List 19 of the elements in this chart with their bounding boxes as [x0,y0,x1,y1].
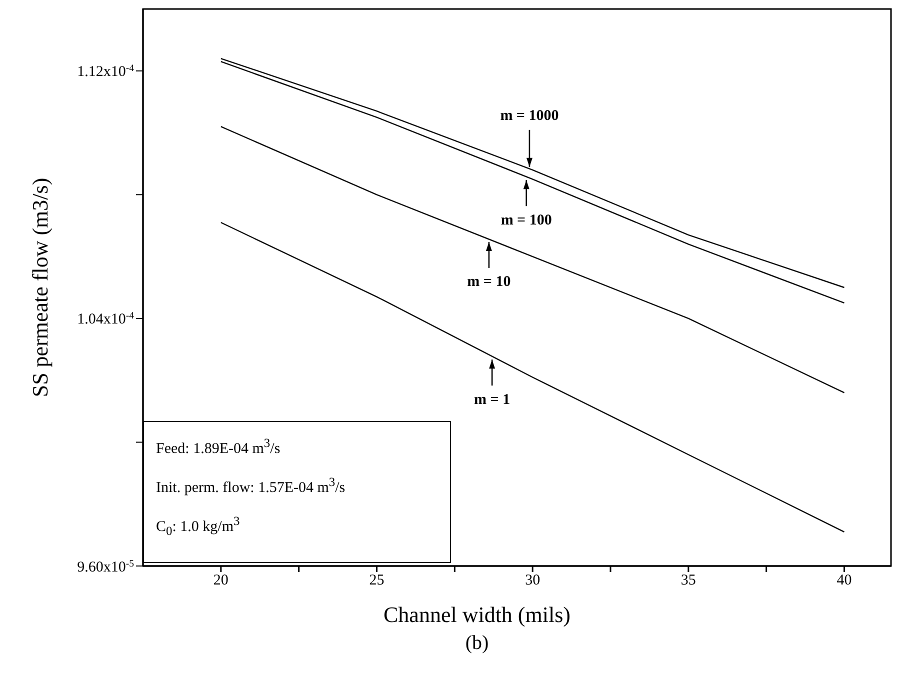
annotation: m = 10 [467,274,511,290]
annotation: Feed: 1.89E-04 m$^{3}$/s [156,436,282,458]
annotation: Init. perm. flow: 1.57E-04 m$^{3}$/s [156,475,346,497]
y-tick-label: 1.12x10$^{-4}$ [77,62,134,80]
x-tick-label: 40 [836,572,852,589]
annotation: m = 1000 [500,108,559,124]
note-box: Feed: 1.89E-04 m$^{3}$/s Init. perm. flow: 1.57E-04 m$^{3}$/s C$_{0}$: 1.0 kg/m$^{3}$ [143,421,451,563]
x-axis-title: Channel width (mils) [384,602,570,627]
x-tick-label: 35 [680,572,696,589]
annotation: C$_{0}$: 1.0 kg/m$^{3}$ [156,514,241,539]
text: (b) [465,632,489,654]
x-tick-label: 30 [525,572,540,589]
annotation: m = 100 [500,212,552,228]
annotation: m = 1 [474,392,510,408]
y-tick-label: 9.60x10$^{-5}$ [77,558,134,576]
y-tick-label: 1.04x10$^{-4}$ [77,310,134,328]
x-tick-label: 20 [213,572,228,589]
x-tick-label: 25 [369,572,384,589]
y-axis-title: SS permeate flow (m3/s) [28,178,53,398]
